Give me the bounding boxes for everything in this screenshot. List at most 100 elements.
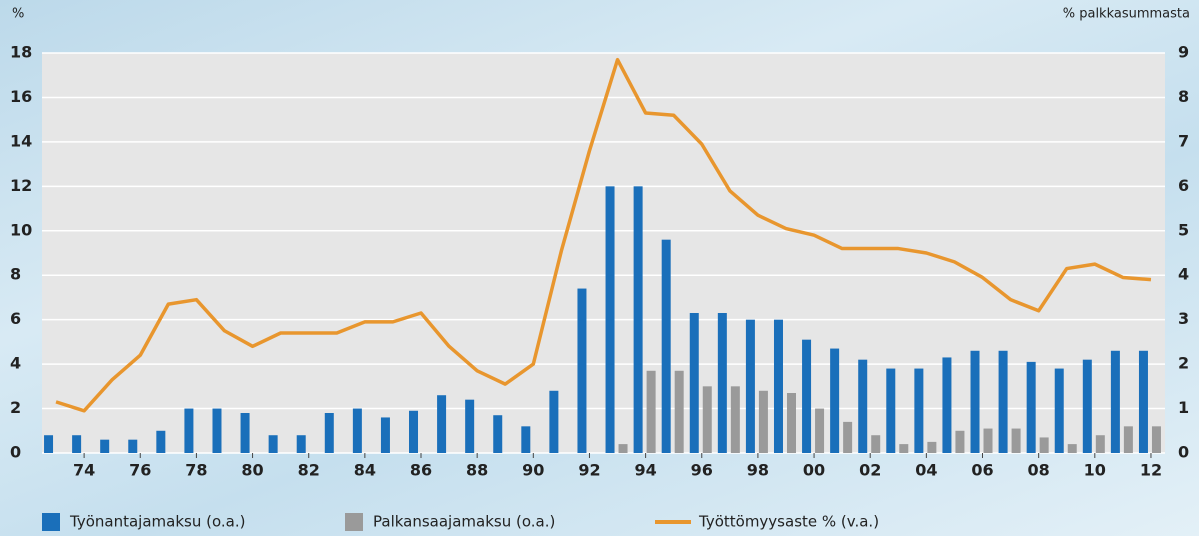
bar [44, 435, 54, 453]
bar [128, 439, 138, 453]
y2-tick-label: 5 [1178, 220, 1189, 239]
bar [998, 350, 1008, 453]
bar [702, 386, 712, 453]
bar [674, 370, 684, 453]
x-tick-label: 76 [129, 461, 151, 480]
bar [605, 186, 615, 454]
y2-tick-label: 0 [1178, 443, 1189, 462]
x-tick-label: 06 [971, 461, 993, 480]
bar [786, 393, 796, 453]
bar [240, 413, 250, 453]
bar [1082, 359, 1092, 453]
bar [955, 430, 965, 453]
bar [899, 444, 909, 453]
x-tick-label: 98 [747, 461, 769, 480]
x-tick-label: 84 [354, 461, 376, 480]
x-tick-label: 88 [466, 461, 488, 480]
bar [156, 430, 166, 453]
bar [352, 408, 362, 453]
bar [268, 435, 278, 453]
bar [886, 368, 896, 453]
legend-swatch [345, 513, 363, 531]
legend-label: Työttömyysaste % (v.a.) [698, 513, 879, 531]
bar [914, 368, 924, 453]
y-tick-label: 4 [10, 354, 21, 373]
bar [1039, 437, 1049, 453]
bar [618, 444, 628, 453]
bar [1138, 350, 1148, 453]
bar [815, 408, 825, 453]
bar [871, 435, 881, 453]
y2-tick-label: 9 [1178, 43, 1189, 62]
x-tick-label: 80 [241, 461, 263, 480]
bar [324, 413, 334, 453]
bar [409, 410, 419, 453]
bar [689, 313, 699, 453]
bar [802, 339, 812, 453]
x-tick-label: 12 [1140, 461, 1162, 480]
bar [843, 421, 853, 453]
bar [437, 395, 447, 453]
bar [296, 435, 306, 453]
y2-tick-label: 2 [1178, 354, 1189, 373]
bar [717, 313, 727, 453]
bar [549, 390, 559, 453]
bar [1011, 428, 1021, 453]
bar [465, 399, 475, 453]
bar [1054, 368, 1064, 453]
y2-axis-label: % palkkasummasta [1063, 7, 1190, 22]
y-tick-label: 12 [10, 176, 32, 195]
bar [380, 417, 390, 453]
bar [1095, 435, 1105, 453]
x-tick-label: 08 [1028, 461, 1050, 480]
bar [1067, 444, 1077, 453]
bar [830, 348, 840, 453]
legend-label: Palkansaajamaksu (o.a.) [373, 513, 555, 531]
x-tick-label: 96 [691, 461, 713, 480]
y-tick-label: 14 [10, 131, 32, 150]
bar [661, 239, 671, 453]
bar [521, 426, 531, 453]
x-tick-label: 10 [1084, 461, 1106, 480]
bar [858, 359, 868, 453]
bar [983, 428, 993, 453]
y-tick-label: 16 [10, 87, 32, 106]
y-tick-label: 18 [10, 43, 32, 62]
y2-tick-label: 3 [1178, 309, 1189, 328]
y2-tick-label: 6 [1178, 176, 1189, 195]
bar [577, 288, 587, 453]
bar [100, 439, 110, 453]
bar [730, 386, 740, 453]
x-tick-label: 00 [803, 461, 825, 480]
x-tick-label: 86 [410, 461, 432, 480]
bar [184, 408, 194, 453]
bar [942, 357, 952, 453]
x-tick-label: 02 [859, 461, 881, 480]
y-tick-label: 8 [10, 265, 21, 284]
legend-swatch [42, 513, 60, 531]
x-tick-label: 78 [185, 461, 207, 480]
x-tick-label: 90 [522, 461, 544, 480]
x-tick-label: 92 [578, 461, 600, 480]
bar [72, 435, 82, 453]
x-tick-label: 74 [73, 461, 95, 480]
bar [493, 415, 503, 453]
bar [758, 390, 768, 453]
bar [212, 408, 222, 453]
bar [1123, 426, 1133, 453]
y-tick-label: 2 [10, 398, 21, 417]
y2-tick-label: 1 [1178, 398, 1189, 417]
line [55, 57, 1152, 413]
y2-tick-label: 4 [1178, 265, 1189, 284]
bar [1026, 361, 1036, 453]
plot-area [42, 53, 1165, 453]
y2-tick-label: 8 [1178, 87, 1189, 106]
bar [970, 350, 980, 453]
y-tick-label: 0 [10, 443, 21, 462]
x-tick-label: 04 [915, 461, 937, 480]
bar [927, 441, 937, 453]
x-tick-label: 82 [298, 461, 320, 480]
y-tick-label: 6 [10, 309, 21, 328]
